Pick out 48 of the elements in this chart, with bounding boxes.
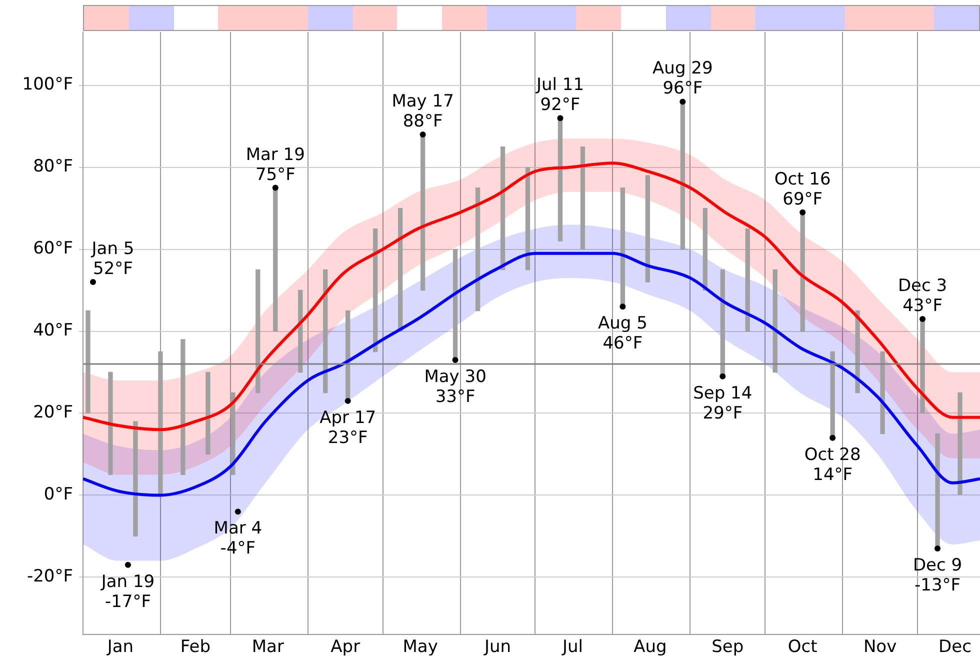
x-tick-label: Feb xyxy=(180,637,210,658)
bar xyxy=(880,351,885,434)
annotation: Oct 28 14°F xyxy=(804,444,861,485)
bar xyxy=(373,228,378,352)
x-tick-label: Jan xyxy=(106,637,134,658)
bar xyxy=(772,269,778,373)
annotation: May 30 33°F xyxy=(424,366,486,407)
x-tick-label: Oct xyxy=(788,637,818,658)
annotation: Jan 19 -17°F xyxy=(100,572,155,612)
annotation: Jan 5 52°F xyxy=(90,239,134,280)
x-tick-label: Aug xyxy=(634,637,667,658)
bar xyxy=(525,166,530,270)
bar xyxy=(958,392,962,496)
bar xyxy=(298,290,303,373)
x-tick-label: Jun xyxy=(483,637,512,658)
annotation: Mar 19 75°F xyxy=(246,144,305,185)
annotation: Aug 29 96°F xyxy=(652,58,713,99)
annotation: Mar 4 -4°F xyxy=(214,518,262,559)
x-tick-label: Dec xyxy=(938,637,972,658)
y-tick-label: 40°F xyxy=(33,320,73,341)
annotation: Dec 9 -13°F xyxy=(912,556,962,596)
x-tick-label: Mar xyxy=(252,637,284,658)
x-tick-label: Apr xyxy=(330,637,360,658)
annotation: Jul 11 92°F xyxy=(535,75,584,116)
x-tick-label: May xyxy=(402,637,438,658)
bar xyxy=(475,187,480,312)
x-tick-label: Sep xyxy=(712,637,744,658)
annotation: Aug 5 46°F xyxy=(598,314,648,354)
bar xyxy=(702,208,708,291)
y-tick-label: 0°F xyxy=(44,484,73,505)
y-tick-label: 60°F xyxy=(33,238,73,259)
bar xyxy=(256,269,260,394)
bar xyxy=(500,146,506,270)
y-tick-label: 20°F xyxy=(33,402,73,423)
x-tick-label: Jul xyxy=(561,637,583,658)
annotation: Apr 17 23°F xyxy=(320,408,376,448)
y-tick-label: 80°F xyxy=(33,156,73,177)
annotation: Dec 3 43°F xyxy=(898,276,948,316)
y-tick-label: -20°F xyxy=(26,566,73,587)
bar xyxy=(645,175,650,282)
bar xyxy=(580,146,586,250)
annotation: Oct 16 69°F xyxy=(774,169,831,210)
bar xyxy=(745,228,750,332)
y-tick-label: 100°F xyxy=(22,74,73,95)
bar xyxy=(398,208,403,332)
annotation: Sep 14 29°F xyxy=(693,383,752,424)
annotation: May 17 88°F xyxy=(392,91,454,132)
x-tick-label: Nov xyxy=(863,637,897,658)
